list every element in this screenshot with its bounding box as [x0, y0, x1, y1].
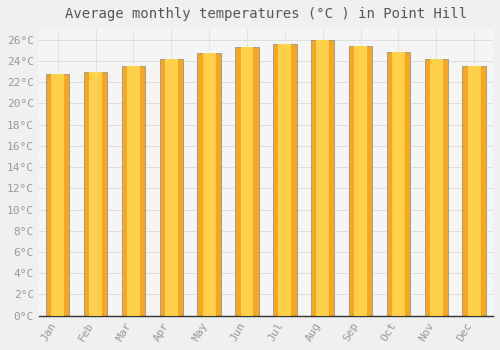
Bar: [430, 59, 442, 316]
Bar: [278, 44, 291, 316]
Bar: [240, 47, 254, 316]
Bar: [89, 71, 102, 316]
Bar: [202, 54, 215, 316]
Bar: [311, 40, 334, 316]
Bar: [424, 59, 448, 316]
Bar: [349, 46, 372, 316]
Title: Average monthly temperatures (°C ) in Point Hill: Average monthly temperatures (°C ) in Po…: [65, 7, 467, 21]
Bar: [122, 66, 145, 316]
Bar: [198, 54, 221, 316]
Bar: [46, 74, 70, 316]
Bar: [354, 46, 367, 316]
Bar: [392, 52, 405, 316]
Bar: [236, 47, 258, 316]
Bar: [273, 44, 296, 316]
Bar: [84, 71, 108, 316]
Bar: [127, 66, 140, 316]
Bar: [462, 66, 486, 316]
Bar: [468, 66, 480, 316]
Bar: [316, 40, 329, 316]
Bar: [52, 74, 64, 316]
Bar: [165, 59, 177, 316]
Bar: [386, 52, 410, 316]
Bar: [160, 59, 183, 316]
